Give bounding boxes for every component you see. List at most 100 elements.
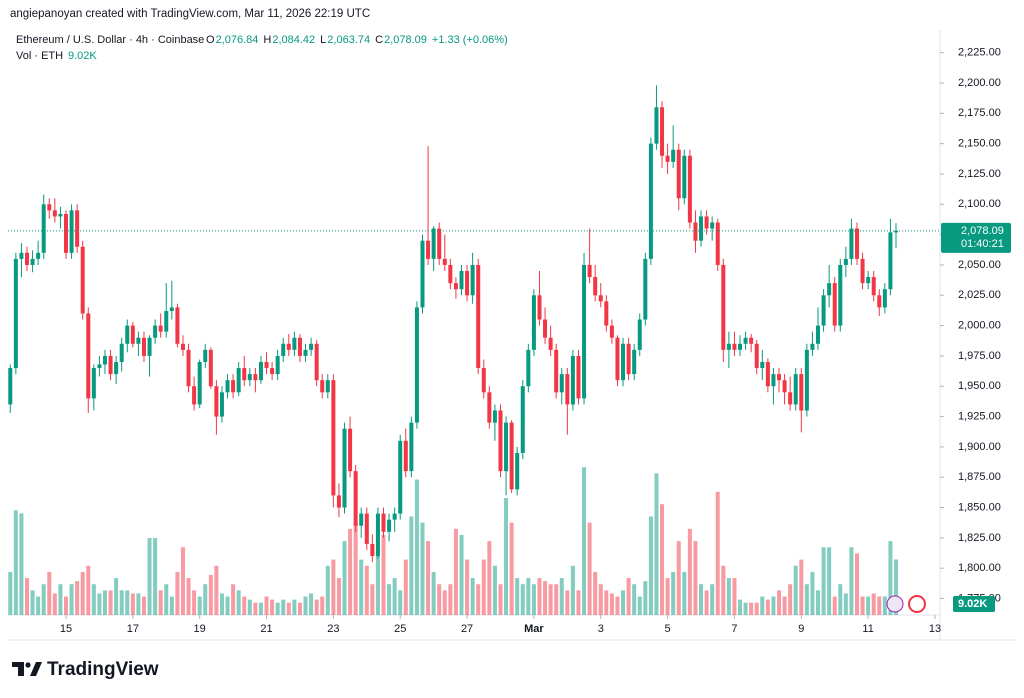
volume-bar xyxy=(420,522,425,615)
volume-bar xyxy=(704,590,709,615)
candle-body xyxy=(721,264,726,350)
volume-bar xyxy=(270,599,275,615)
candle-body xyxy=(632,349,637,375)
candle-body xyxy=(782,380,787,393)
candle-body xyxy=(565,374,570,405)
candle-body xyxy=(275,355,280,375)
volume-bar xyxy=(214,565,219,615)
candle-body xyxy=(392,513,397,520)
candle-body xyxy=(448,264,453,284)
volume-bar xyxy=(526,578,531,615)
candle-body xyxy=(799,374,804,411)
volume-bar xyxy=(331,559,336,615)
volume-bar xyxy=(470,578,475,615)
candle-body xyxy=(726,343,731,350)
volume-bar xyxy=(437,584,442,615)
candle-body xyxy=(336,495,341,508)
volume-bar xyxy=(754,602,759,615)
volume-bar xyxy=(509,522,514,615)
candle-body xyxy=(297,337,302,356)
volume-bar xyxy=(370,584,375,615)
x-tick-label: 9 xyxy=(798,623,804,635)
volume-bar xyxy=(504,498,509,615)
volume-bar xyxy=(392,578,397,615)
volume-bar xyxy=(838,584,843,615)
candle-body xyxy=(531,295,536,350)
volume-bar xyxy=(871,593,876,615)
volume-bar xyxy=(699,584,704,615)
volume-bar xyxy=(715,491,720,615)
candle-body xyxy=(465,271,470,296)
last-price-box xyxy=(941,222,1011,253)
candle-body xyxy=(593,277,598,296)
candle-body xyxy=(860,258,865,284)
candle-body xyxy=(414,307,419,423)
volume-bar xyxy=(75,581,80,615)
volume-bar xyxy=(253,602,258,615)
ohlc-value: 2,078.09 xyxy=(384,34,427,46)
volume-bar xyxy=(453,528,458,615)
candle-body xyxy=(286,343,291,350)
volume-bar xyxy=(186,578,191,615)
volume-bar xyxy=(19,513,24,615)
candle-body xyxy=(849,228,854,259)
y-tick-label: 2,125.00 xyxy=(958,168,1001,180)
candle-body xyxy=(309,343,314,350)
volume-bar xyxy=(63,596,68,615)
volume-bar xyxy=(520,584,525,615)
volume-bar xyxy=(342,541,347,615)
volume-bar xyxy=(827,547,832,615)
candle-body xyxy=(231,380,236,393)
volume-bar xyxy=(693,541,698,615)
volume-bar xyxy=(348,528,353,615)
candle-body xyxy=(893,230,898,233)
y-tick-label: 2,175.00 xyxy=(958,107,1001,119)
volume-bar xyxy=(175,571,180,615)
candle-body xyxy=(710,222,715,229)
volume-bar xyxy=(481,559,486,615)
volume-bar xyxy=(13,510,18,615)
candle-body xyxy=(704,216,709,229)
candle-body xyxy=(788,392,793,405)
volume-bar xyxy=(197,596,202,615)
candle-body xyxy=(793,374,798,405)
volume-bar xyxy=(192,590,197,615)
candle-body xyxy=(147,337,152,356)
candle-body xyxy=(804,349,809,411)
candle-body xyxy=(359,513,364,526)
volume-bar xyxy=(648,516,653,615)
candle-body xyxy=(186,349,191,387)
candle-body xyxy=(754,343,759,369)
volume-bar xyxy=(264,596,269,615)
volume-bar xyxy=(36,596,41,615)
candle-body xyxy=(13,258,18,369)
candle-body xyxy=(760,361,765,369)
x-tick-label: 15 xyxy=(60,623,72,635)
volume-bar xyxy=(8,571,13,615)
volume-bar xyxy=(91,584,96,615)
candle-body xyxy=(175,307,180,344)
ohlc-key: L xyxy=(320,34,326,46)
candle-body xyxy=(225,380,230,393)
candle-body xyxy=(821,295,826,326)
ohlc-key: C xyxy=(375,34,383,46)
volume-bar xyxy=(765,599,770,615)
volume-bar xyxy=(141,596,146,615)
candle-body xyxy=(19,252,24,259)
candle-body xyxy=(63,214,68,253)
candle-body xyxy=(24,252,30,265)
y-tick-label: 1,925.00 xyxy=(958,410,1001,422)
candle-body xyxy=(409,422,414,472)
candle-body xyxy=(41,204,46,253)
volume-bar xyxy=(136,593,141,615)
volume-bar xyxy=(426,541,431,615)
volume-bar xyxy=(359,559,364,615)
candle-body xyxy=(125,325,130,344)
volume-bar xyxy=(821,547,826,615)
volume-bar xyxy=(381,534,386,615)
candle-body xyxy=(671,149,676,162)
ohlc-key: H xyxy=(263,34,271,46)
candle-body xyxy=(253,374,258,381)
volume-bar xyxy=(816,590,821,615)
volume-bar xyxy=(125,590,130,615)
